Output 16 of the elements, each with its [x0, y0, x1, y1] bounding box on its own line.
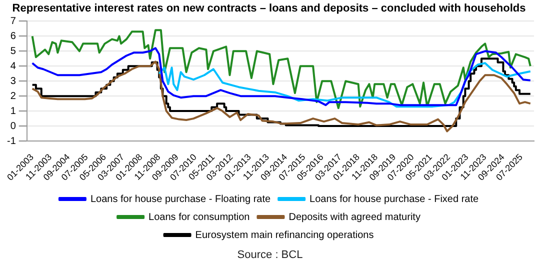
y-tick-label: 6 [10, 30, 16, 42]
y-tick-label: 4 [10, 60, 16, 72]
y-tick-label: 3 [10, 76, 16, 87]
y-tick-label: 7 [10, 16, 16, 27]
legend-label: Loans for consumption [148, 212, 250, 223]
legend-label: Loans for house purchase - Floating rate [90, 194, 271, 205]
y-tick-label: 1 [10, 106, 16, 117]
y-tick-label: 2 [10, 90, 16, 102]
y-tick-label: 5 [10, 46, 16, 57]
y-tick-label: 0 [10, 120, 16, 132]
y-tick-label: -1 [6, 136, 16, 147]
chart-title: Representative interest rates on new contracts – loans and deposits – concluded with households [12, 2, 526, 15]
legend-label: Deposits with agreed maturity [288, 212, 420, 223]
source-note: Source : BCL [236, 249, 304, 261]
legend-label: Eurosystem main refinancing operations [195, 230, 374, 241]
legend-label: Loans for house purchase - Fixed rate [310, 194, 479, 205]
